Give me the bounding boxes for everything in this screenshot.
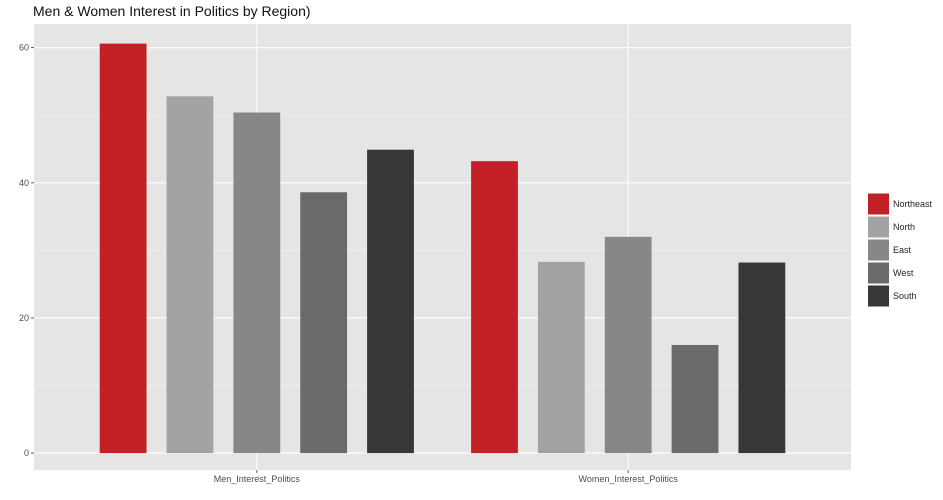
legend: Northeast North East West South — [868, 193, 933, 307]
legend-label-north: North — [893, 222, 915, 232]
legend-label-northeast: Northeast — [893, 199, 933, 209]
legend-label-east: East — [893, 245, 912, 255]
bar-west-1 — [300, 192, 348, 454]
x-tick-label: Women_Interest_Politics — [578, 474, 678, 484]
legend-key-east — [868, 239, 889, 261]
bar-south-2 — [738, 262, 786, 454]
bar-east-2 — [604, 236, 652, 454]
legend-key-northeast — [868, 193, 889, 215]
bar-north-1 — [166, 96, 214, 454]
y-tick-label: 60 — [19, 43, 29, 53]
legend-key-north — [868, 216, 889, 238]
legend-key-south — [868, 285, 889, 307]
legend-key-west — [868, 262, 889, 284]
y-tick-label: 20 — [19, 313, 29, 323]
bar-west-2 — [671, 344, 719, 454]
plot-panel — [34, 24, 851, 470]
x-tick-label: Men_Interest_Politics — [214, 474, 301, 484]
legend-label-west: West — [893, 268, 914, 278]
bar-south-1 — [367, 149, 414, 454]
bar-northeast-2 — [471, 161, 518, 454]
bar-northeast-1 — [99, 43, 147, 454]
y-tick-label: 0 — [24, 448, 29, 458]
bars — [99, 43, 786, 454]
y-axis: 0 20 40 60 — [19, 43, 34, 458]
y-tick-label: 40 — [19, 178, 29, 188]
chart-title: Men & Women Interest in Politics by Regi… — [33, 3, 311, 19]
bar-north-2 — [537, 261, 585, 454]
bar-east-1 — [233, 112, 281, 454]
x-axis: Men_Interest_Politics Women_Interest_Poli… — [214, 470, 678, 484]
legend-label-south: South — [893, 291, 917, 301]
